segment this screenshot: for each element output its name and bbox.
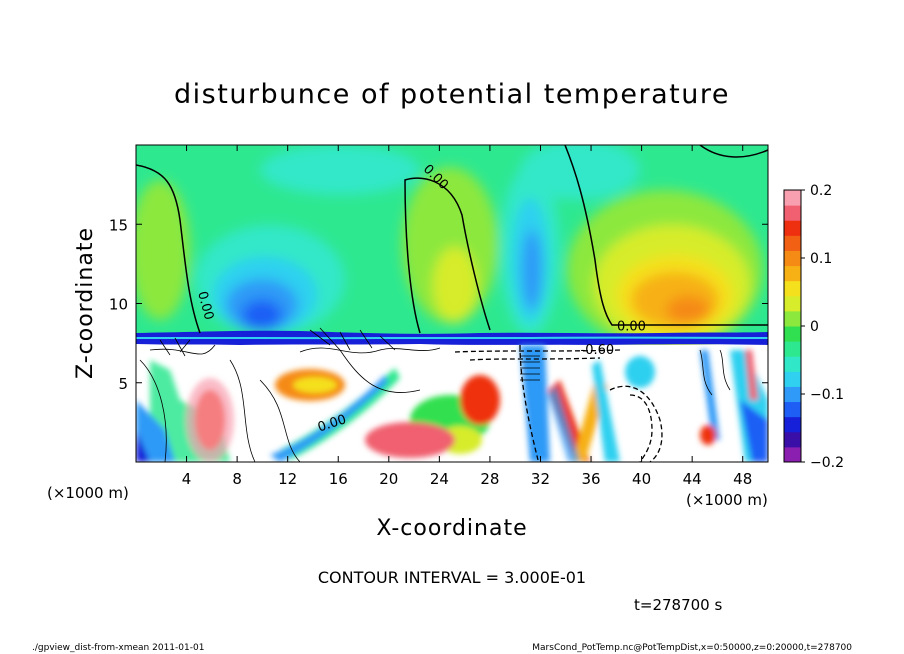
colorbar-swatch xyxy=(784,310,801,327)
x-unit-label: (×1000 m) xyxy=(686,491,768,509)
contour-label: -0.60 xyxy=(581,343,615,358)
x-tick-label: 32 xyxy=(531,470,550,488)
chart-title: disturbunce of potential temperature xyxy=(174,79,730,110)
colorbar-swatch xyxy=(784,280,801,297)
colorbar-tick-label: −0.2 xyxy=(810,455,844,471)
colorbar-swatch xyxy=(784,386,801,403)
upper-layer-anomalies xyxy=(136,145,763,350)
y-unit-label: (×1000 m) xyxy=(47,484,129,502)
colorbar-swatch xyxy=(784,265,801,282)
y-tick-label: 10 xyxy=(109,296,128,314)
x-tick-label: 36 xyxy=(581,470,600,488)
lower-layer-anomalies xyxy=(136,345,768,462)
x-tick-label: 48 xyxy=(733,470,752,488)
x-tick-label: 8 xyxy=(232,470,242,488)
x-axis-label: X-coordinate xyxy=(376,516,527,541)
y-tick-label: 5 xyxy=(118,375,128,393)
colorbar-swatch xyxy=(784,416,801,433)
colorbar-swatch xyxy=(784,220,801,236)
colorbar-tick-label: −0.1 xyxy=(810,387,844,403)
x-tick-label: 24 xyxy=(430,470,449,488)
plot-area xyxy=(136,145,768,462)
contour-interval-text: CONTOUR INTERVAL = 3.000E-01 xyxy=(318,568,586,587)
x-tick-label: 4 xyxy=(182,470,192,488)
y-axis: 5 10 15 xyxy=(109,216,768,393)
colorbar-swatch xyxy=(784,295,801,312)
x-tick-label: 28 xyxy=(480,470,499,488)
x-axis: 4 8 12 16 20 24 28 32 36 40 44 48 xyxy=(182,145,752,488)
colorbar-swatch xyxy=(784,356,801,372)
contour-label: 0.00 xyxy=(194,290,216,322)
lower-contours xyxy=(139,327,731,462)
colorbar-swatch xyxy=(784,205,801,221)
x-tick-label: 16 xyxy=(329,470,348,488)
colorbar-swatch xyxy=(784,401,801,418)
x-tick-label: 20 xyxy=(379,470,398,488)
colorbar-tick-label: 0.1 xyxy=(810,251,832,267)
colorbar-swatch xyxy=(784,431,801,448)
colorbar-swatch xyxy=(784,235,801,251)
colorbar-tick-label: 0 xyxy=(810,319,819,335)
x-tick-label: 12 xyxy=(278,470,297,488)
contour-label: 0.00 xyxy=(617,319,646,334)
time-text: t=278700 s xyxy=(634,596,722,614)
colorbar-tick-label: 0.2 xyxy=(810,183,832,199)
colorbar-swatch xyxy=(784,446,801,463)
colorbar: 0.2 0.1 0 −0.1 −0.2 xyxy=(783,183,844,471)
y-axis-label: Z-coordinate xyxy=(73,227,98,379)
footer-right: MarsCond_PotTemp.nc@PotTempDist,x=0:5000… xyxy=(532,643,852,653)
colorbar-swatch xyxy=(784,250,801,267)
zero-contours xyxy=(136,145,768,334)
x-tick-label: 40 xyxy=(632,470,651,488)
colorbar-swatch xyxy=(784,326,801,342)
y-tick-label: 15 xyxy=(109,216,128,234)
colorbar-swatch xyxy=(784,341,801,357)
colorbar-swatch xyxy=(784,190,801,206)
colorbar-swatch xyxy=(784,371,801,387)
x-tick-label: 44 xyxy=(683,470,702,488)
footer-left: ./gpview_dist-from-xmean 2011-01-01 xyxy=(32,643,204,653)
